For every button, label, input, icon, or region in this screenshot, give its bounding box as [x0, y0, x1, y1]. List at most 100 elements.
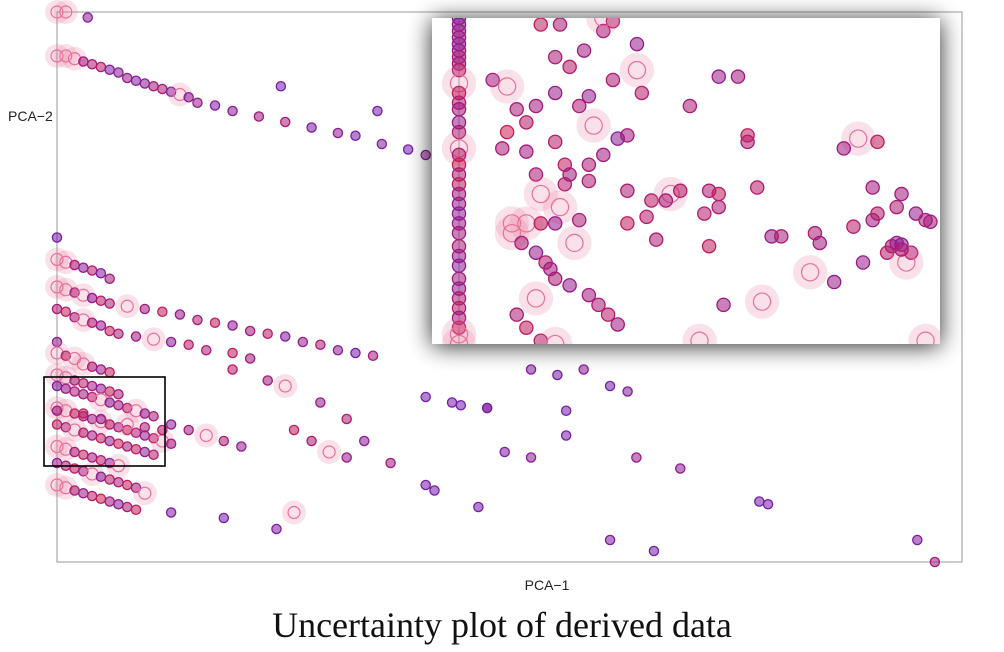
inset-point-142 [774, 229, 789, 244]
main-point-8 [95, 61, 107, 73]
main-point-130 [104, 435, 115, 447]
inset-halo-79 [509, 206, 544, 241]
main-point-153 [130, 482, 142, 493]
main-point-163 [130, 504, 142, 515]
inset-ring-49 [584, 116, 603, 135]
main-point-183 [288, 424, 300, 436]
main-point-59 [244, 325, 256, 337]
inset-point-109 [846, 219, 861, 234]
main-point-205 [631, 452, 642, 463]
main-ring-76 [146, 332, 161, 346]
inset-ring-43 [497, 77, 517, 96]
main-point-131 [113, 438, 124, 449]
inset-point-63 [581, 88, 597, 104]
main-point-127 [78, 427, 89, 438]
inset-point-122 [870, 134, 885, 150]
inset-point-47 [547, 85, 563, 101]
main-point-12 [130, 75, 142, 87]
main-point-43 [95, 267, 107, 279]
main-ring-0 [50, 5, 64, 19]
main-point-62 [297, 336, 309, 348]
inset-point-12 [451, 102, 467, 117]
inset-ring-99 [546, 334, 565, 344]
main-point-58 [227, 320, 238, 331]
main-halo-85 [62, 346, 87, 371]
y-axis-label: PCA−2 [8, 108, 53, 124]
main-point-209 [473, 501, 484, 513]
inset-point-136 [894, 242, 909, 257]
main-point-201 [560, 405, 572, 416]
main-point-20 [209, 100, 221, 111]
main-ring-1 [59, 5, 73, 19]
inset-point-127 [923, 214, 938, 229]
main-point-179 [315, 397, 326, 408]
main-point-210 [754, 496, 765, 507]
main-point-177 [262, 375, 273, 386]
main-point-26 [350, 130, 361, 141]
main-point-157 [78, 487, 89, 499]
main-point-42 [86, 265, 98, 276]
inset-point-138 [826, 274, 842, 290]
inset-point-85 [514, 235, 529, 251]
inset-point-124 [894, 186, 909, 202]
inset-point-62 [576, 43, 592, 58]
main-point-198 [622, 386, 633, 397]
main-halo-178 [273, 374, 298, 398]
main-point-40 [69, 259, 80, 271]
main-point-6 [78, 56, 89, 67]
main-point-204 [525, 452, 537, 463]
main-point-195 [552, 369, 563, 381]
main-point-74 [113, 328, 124, 339]
inset-point-128 [836, 141, 852, 156]
main-point-165 [51, 405, 63, 416]
main-point-88 [95, 364, 107, 375]
main-point-128 [86, 430, 98, 441]
inset-ring-140 [690, 331, 709, 344]
main-point-213 [648, 545, 660, 557]
main-point-75 [130, 331, 142, 342]
inset-halo-41 [586, 18, 621, 36]
inset-point-130 [634, 85, 650, 101]
main-halo-52 [115, 294, 140, 319]
main-point-97 [113, 388, 124, 400]
main-halo-136 [45, 434, 69, 459]
main-point-98 [51, 380, 63, 392]
uncertainty-scatter-chart: PCA−2 PCA−1 [8, 0, 963, 593]
main-halo-4 [53, 44, 78, 68]
main-point-140 [86, 452, 98, 463]
inset-halo-70 [542, 189, 578, 225]
main-point-139 [78, 449, 89, 460]
inset-ring-107 [752, 292, 772, 311]
inset-halo-89 [518, 281, 554, 316]
inset-point-97 [519, 320, 534, 335]
inset-point-76 [711, 186, 726, 202]
main-ring-136 [50, 439, 64, 454]
inset-point-135 [865, 180, 880, 195]
main-point-184 [306, 435, 317, 447]
main-point-29 [420, 149, 431, 161]
inset-ring-84 [502, 223, 522, 243]
inset-point-90 [547, 271, 563, 287]
main-point-64 [332, 344, 344, 356]
inset-ring-64 [627, 60, 647, 80]
inset-point-134 [740, 128, 755, 143]
main-point-36 [372, 105, 383, 117]
main-point-67 [51, 303, 63, 315]
inset-point-27 [451, 258, 467, 274]
inset-point-46 [528, 98, 544, 114]
main-point-60 [262, 328, 273, 339]
inset-point-24 [451, 225, 467, 241]
main-point-79 [200, 344, 212, 356]
inset-point-68 [562, 167, 577, 182]
main-ring-4 [59, 49, 73, 63]
main-point-182 [385, 457, 396, 469]
main-point-188 [218, 512, 230, 524]
main-point-199 [455, 399, 467, 411]
main-ring-45 [50, 280, 64, 294]
main-point-101 [78, 388, 89, 400]
inset-point-72 [644, 193, 659, 208]
main-point-56 [192, 314, 203, 326]
main-point-87 [86, 361, 98, 372]
zoom-region-box [43, 376, 166, 467]
main-ring-173 [199, 428, 213, 443]
